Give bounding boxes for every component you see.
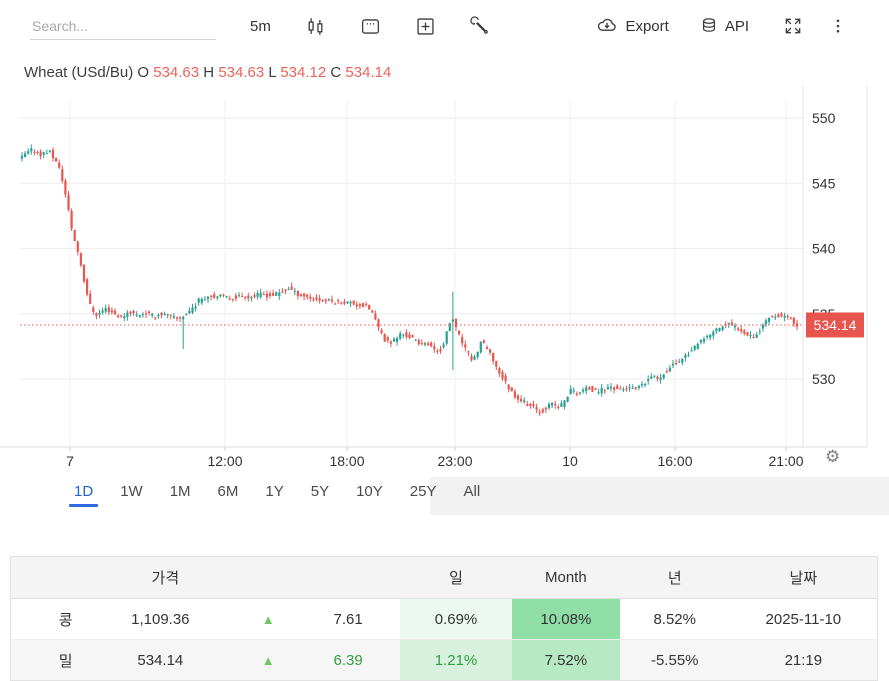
interval-button[interactable]: 5m [250,17,271,35]
calendar-icon [361,18,379,34]
table-row-wheat[interactable]: 밀 534.14 ▲ 6.39 1.21% 7.52% -5.55% 21:19 [10,639,878,681]
open-label: O [137,64,150,81]
kebab-menu-icon [836,19,840,33]
tab-1d[interactable]: 1D [68,483,99,507]
tab-1w[interactable]: 1W [120,483,143,500]
last-price-tag [806,312,864,338]
low-label: L [268,64,277,81]
y-axis-label: 540 [812,241,836,257]
y-axis-label: 545 [812,175,836,191]
year-percent-cell: 8.52% [653,610,696,628]
export-cloud-icon [598,18,617,31]
candlestick-series [20,144,799,417]
tools-button[interactable] [470,15,491,37]
header-price: 가격 [90,556,241,599]
ohlc-legend: Wheat (USd/Bu) O 534.63 H 534.63 L 534.1… [24,64,391,81]
commodity-name: 밀 [10,639,91,681]
price-chart[interactable]: 550545540535530712:0018:0023:001016:0021… [0,86,889,478]
tab-6m[interactable]: 6M [217,483,239,500]
chart-toolbar: 5m Export [0,0,889,52]
up-arrow-icon: ▲ [261,611,275,627]
header-arrow [240,556,311,599]
tab-1m[interactable]: 1M [169,483,191,500]
more-menu-button[interactable] [829,16,847,36]
y-axis-label: 530 [812,371,836,387]
symbol-name: Wheat (USd/Bu) [24,64,134,81]
last-price-value: 534.14 [814,317,857,333]
high-label: H [203,64,215,81]
open-value: 534.63 [153,64,200,81]
x-axis-label: 23:00 [437,453,472,469]
price-cell: 534.14 [90,639,241,681]
tabbar-track [430,477,889,515]
header-date: 날짜 [729,556,878,599]
chart-style-button[interactable] [305,16,326,37]
table-header-row: 가격 일 Month 년 날짜 [10,556,878,599]
price-cell: 1,109.36 [131,610,190,628]
calendar-button[interactable] [360,16,381,37]
up-arrow-icon: ▲ [240,639,311,681]
close-value: 534.14 [345,64,392,81]
range-tab-bar: 1D 1W 1M 6M 1Y 5Y 10Y 25Y All [68,483,481,507]
search-input[interactable] [30,12,216,40]
tab-10y[interactable]: 10Y [356,483,383,500]
month-percent-cell: 7.52% [511,639,620,681]
plus-square-icon [417,17,434,35]
api-button[interactable]: API [699,16,749,37]
quotes-table: 가격 일 Month 년 날짜 콩 1,109.36 ▲ 7.61 0.69% … [10,556,878,681]
low-value: 534.12 [280,64,327,81]
date-cell: 2025-11-10 [765,610,842,628]
y-axis-label: 550 [812,110,836,126]
fullscreen-button[interactable] [783,16,803,36]
candlestick-icon [308,17,323,35]
x-axis-label: 7 [66,453,74,469]
tab-1y[interactable]: 1Y [265,483,284,500]
change-cell: 6.39 [310,639,401,681]
chart-settings-button[interactable]: ⚙ [825,447,841,466]
x-axis-label: 21:00 [768,453,803,469]
date-cell: 21:19 [729,639,878,681]
change-cell: 7.61 [333,610,363,628]
header-name [10,556,91,599]
table-row-soybeans[interactable]: 콩 1,109.36 ▲ 7.61 0.69% 10.08% 8.52% 202… [11,598,878,640]
x-axis-label: 10 [562,453,578,469]
export-button[interactable]: Export [595,15,669,37]
fullscreen-icon [785,18,801,34]
day-percent-cell: 0.69% [400,598,512,640]
search-field-wrap [30,12,216,40]
tab-all[interactable]: All [463,483,481,500]
close-label: C [330,64,342,81]
database-icon [702,17,715,32]
commodity-name: 콩 [58,611,73,629]
day-percent-cell: 1.21% [400,639,512,681]
header-change [310,556,401,599]
header-year: 년 [619,556,730,599]
add-chart-button[interactable] [415,16,436,37]
tab-5y[interactable]: 5Y [310,483,330,500]
api-label: API [724,17,749,35]
year-percent-cell: -5.55% [619,639,730,681]
export-label: Export [625,17,669,35]
high-value: 534.63 [218,64,265,81]
tab-25y[interactable]: 25Y [409,483,437,500]
month-percent-cell: 10.08% [511,598,620,640]
x-axis-label: 16:00 [657,453,692,469]
header-month: Month [511,556,620,599]
x-axis-label: 12:00 [207,453,242,469]
x-axis-label: 18:00 [329,453,364,469]
header-day: 일 [400,556,512,599]
wrench-icon [470,15,488,34]
grid: 550545540535530712:0018:0023:001016:0021… [0,86,868,469]
